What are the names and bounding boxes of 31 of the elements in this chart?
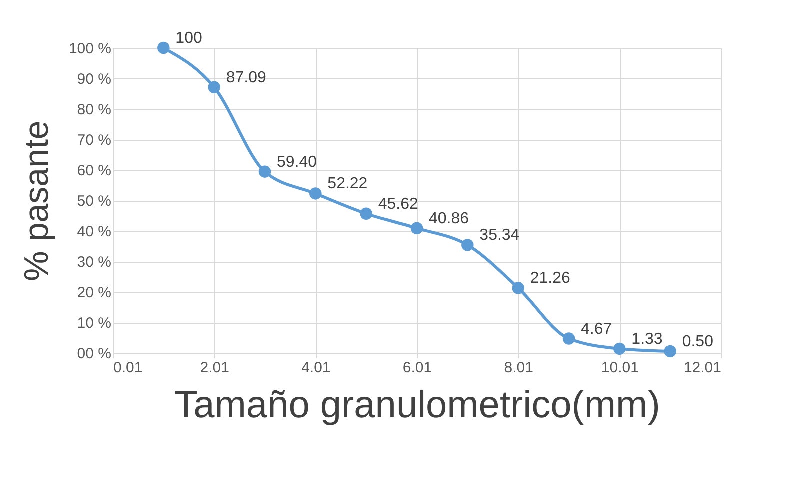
y-tick-label: 00 % bbox=[77, 346, 112, 362]
x-tick-label: 0.01 bbox=[114, 360, 143, 376]
y-tick-label: 90 % bbox=[77, 71, 112, 88]
y-axis-title: % pasante bbox=[18, 120, 56, 282]
data-label: 100 bbox=[176, 30, 202, 47]
y-tick-label: 50 % bbox=[77, 193, 112, 210]
data-label: 1.33 bbox=[632, 330, 663, 348]
y-tick-label: 100 % bbox=[68, 40, 112, 58]
data-label: 87.09 bbox=[226, 69, 266, 86]
data-label: 59.40 bbox=[277, 154, 318, 171]
y-tick-label: 20 % bbox=[77, 284, 112, 302]
y-tick-label: 30 % bbox=[77, 254, 112, 271]
y-tick-label: 70 % bbox=[77, 132, 112, 149]
x-axis-title: Tamaño granulometrico(mm) bbox=[174, 384, 660, 426]
y-tick-label: 40 % bbox=[77, 224, 112, 240]
data-label: 40.86 bbox=[429, 210, 470, 228]
data-label: 21.26 bbox=[530, 270, 570, 288]
y-tick-label: 10 % bbox=[77, 315, 112, 332]
x-tick-label: 6.01 bbox=[402, 360, 432, 376]
x-tick-label: 2.01 bbox=[200, 360, 230, 376]
y-tick-label: 60 % bbox=[77, 162, 112, 180]
data-label: 0.50 bbox=[682, 333, 714, 350]
data-label: 52.22 bbox=[328, 176, 368, 193]
data-label: 4.67 bbox=[581, 320, 612, 338]
data-label: 45.62 bbox=[378, 196, 418, 213]
data-label: 35.34 bbox=[480, 227, 520, 244]
x-tick-label: 12.01 bbox=[684, 360, 722, 376]
y-tick-label: 80 % bbox=[77, 102, 112, 118]
x-tick-label: 4.01 bbox=[302, 360, 331, 376]
x-tick-label: 8.01 bbox=[504, 360, 534, 376]
x-tick-label: 10.01 bbox=[601, 360, 639, 376]
